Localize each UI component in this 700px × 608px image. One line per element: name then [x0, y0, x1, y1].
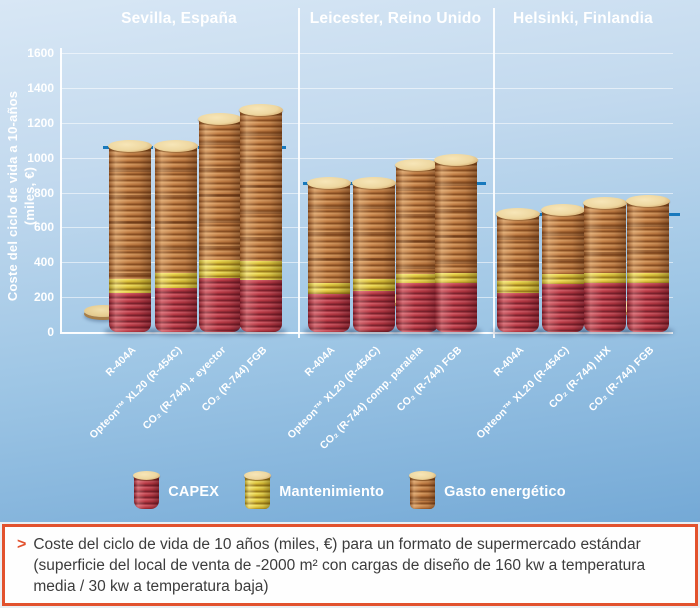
legend-item: CAPEX [133, 471, 220, 509]
panel-divider [493, 8, 495, 338]
bar-segment-gasto_energetico [155, 146, 197, 273]
bar-segment-mantenimiento [627, 272, 669, 284]
y-tick-label: 0 [47, 325, 54, 339]
coin-stack-top-icon [626, 195, 670, 208]
y-tick-label: 1600 [27, 46, 54, 60]
caption-bullet-icon: > [17, 536, 27, 553]
coin-stack-top-icon [395, 158, 439, 171]
bar-segment-mantenimiento [109, 278, 151, 293]
coin-stack-top-icon [239, 103, 283, 116]
legend-coin-capex-icon [133, 471, 161, 509]
coin-stack-top-icon [108, 140, 152, 153]
legend-coin-mantenimiento-icon [244, 471, 272, 509]
coin-stack-top-icon [583, 196, 627, 209]
legend-coin-top-icon [409, 471, 437, 480]
bar-segment-mantenimiento [497, 281, 539, 293]
y-tick-label: 1400 [27, 80, 54, 95]
coin-stack-bar [434, 154, 478, 332]
caption-box: > Coste del ciclo de vida de 10 años (mi… [2, 524, 698, 606]
bar-segment-capex [199, 277, 241, 332]
panel-divider [298, 8, 300, 338]
panel-header: Leicester, Reino Unido [309, 10, 482, 27]
coin-stack-bar [108, 140, 152, 332]
coin-stack-top-icon [352, 176, 396, 189]
coin-stack-bar [154, 140, 198, 332]
coin-stack-bar [626, 195, 670, 332]
bar-segment-gasto_energetico [308, 182, 350, 284]
bar-segment-capex [353, 291, 395, 332]
coin-stack-top-icon [541, 203, 585, 216]
coin-stack-bar [198, 113, 242, 332]
bar-segment-capex [497, 292, 539, 332]
gridline [60, 87, 673, 89]
y-tick-label: 200 [33, 290, 54, 305]
coin-stack-top-icon [198, 113, 242, 126]
bar-segment-mantenimiento [396, 273, 438, 284]
bar-segment-gasto_energetico [240, 109, 282, 262]
gridline [60, 122, 673, 124]
gridline [60, 157, 673, 159]
coin-stack-bar [541, 203, 585, 332]
legend-label: Mantenimiento [279, 484, 385, 500]
bar-segment-capex [542, 284, 584, 332]
gridline [60, 53, 673, 54]
legend-coin-top-icon [133, 471, 161, 480]
bar-segment-gasto_energetico [396, 164, 438, 274]
legend-item: Gasto energético [409, 471, 566, 509]
caption-text: Coste del ciclo de vida de 10 años (mile… [33, 536, 646, 595]
y-tick-label: 800 [33, 185, 54, 200]
bar-segment-gasto_energetico [199, 119, 241, 260]
coin-stack-bar [239, 103, 283, 332]
legend-label: CAPEX [168, 484, 220, 500]
bar-segment-capex [109, 292, 151, 332]
coin-stack-bar [352, 176, 396, 332]
bar-segment-mantenimiento [308, 283, 350, 294]
panel-header: Sevilla, España [121, 10, 237, 27]
bar-segment-gasto_energetico [542, 209, 584, 275]
coin-stack-bar [496, 208, 540, 332]
bar-segment-mantenimiento [542, 274, 584, 285]
bar-segment-gasto_energetico [353, 182, 395, 279]
y-tick-label: 1000 [27, 150, 54, 165]
coin-stack-bar [583, 196, 627, 332]
bar-segment-mantenimiento [435, 272, 477, 284]
y-tick-label: 400 [33, 255, 54, 270]
bar-segment-capex [155, 287, 197, 332]
bar-segment-gasto_energetico [584, 202, 626, 273]
legend-label: Gasto energético [444, 484, 566, 500]
y-tick-label: 1200 [27, 115, 54, 130]
coin-stack-top-icon [496, 208, 540, 221]
legend: CAPEX Mantenimiento Gasto energético [0, 466, 700, 518]
legend-item: Mantenimiento [244, 471, 385, 509]
bar-segment-capex [396, 283, 438, 332]
bar-segment-gasto_energetico [109, 146, 151, 279]
bar-segment-mantenimiento [240, 261, 282, 280]
coin-stack-top-icon [307, 176, 351, 189]
y-tick-label: 600 [33, 220, 54, 235]
bar-segment-mantenimiento [584, 272, 626, 284]
coin-stack-top-icon [154, 140, 198, 153]
bar-segment-mantenimiento [155, 272, 197, 288]
coin-stack-bar [307, 176, 351, 332]
bar-segment-capex [627, 283, 669, 332]
y-axis-line [60, 48, 62, 332]
bar-segment-gasto_energetico [435, 160, 477, 273]
panel-header: Helsinki, Finlandia [513, 10, 653, 27]
chart-area: Coste del ciclo de vida a 10-años (miles… [0, 0, 700, 522]
bar-segment-capex [240, 279, 282, 332]
bar-segment-capex [584, 283, 626, 332]
coin-stack-top-icon [434, 154, 478, 167]
legend-coin-top-icon [244, 471, 272, 480]
bar-segment-mantenimiento [353, 278, 395, 292]
legend-coin-gasto_energetico-icon [409, 471, 437, 509]
bar-segment-capex [435, 283, 477, 332]
bar-segment-capex [308, 293, 350, 332]
coin-stack-bar [395, 158, 439, 332]
bar-segment-mantenimiento [199, 259, 241, 278]
bar-segment-gasto_energetico [497, 214, 539, 282]
bar-segment-gasto_energetico [627, 201, 669, 273]
